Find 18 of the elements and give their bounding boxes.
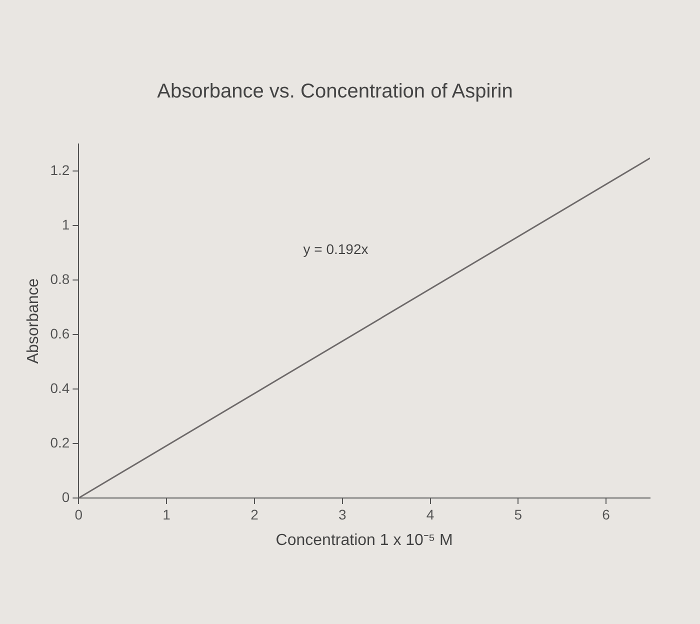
x-tick-label: 2 — [250, 506, 259, 522]
x-tick-label: 6 — [602, 506, 610, 522]
x-axis-title: Concentration 1 x 10⁻⁵ M — [276, 532, 453, 549]
x-tick-label: 5 — [514, 506, 522, 522]
chart-title: Absorbance vs. Concentration of Aspirin — [157, 80, 513, 103]
x-tick-label: 0 — [74, 506, 83, 522]
y-tick-label: 1 — [62, 216, 70, 233]
y-tick-label: 1.2 — [50, 162, 70, 178]
x-tick-label: 1 — [162, 506, 171, 522]
y-tick-label: 0.4 — [50, 380, 70, 396]
y-tick-label: 0.6 — [50, 325, 70, 342]
annotation: y = 0.192x — [303, 241, 368, 258]
y-axis-title: Absorbance — [25, 278, 42, 364]
x-tick-label: 4 — [426, 506, 434, 522]
y-tick-label: 0.8 — [50, 271, 70, 288]
x-tick-label: 3 — [338, 506, 346, 522]
y-tick-label: 0.2 — [50, 434, 70, 450]
y-tick-label: 0 — [62, 488, 70, 505]
